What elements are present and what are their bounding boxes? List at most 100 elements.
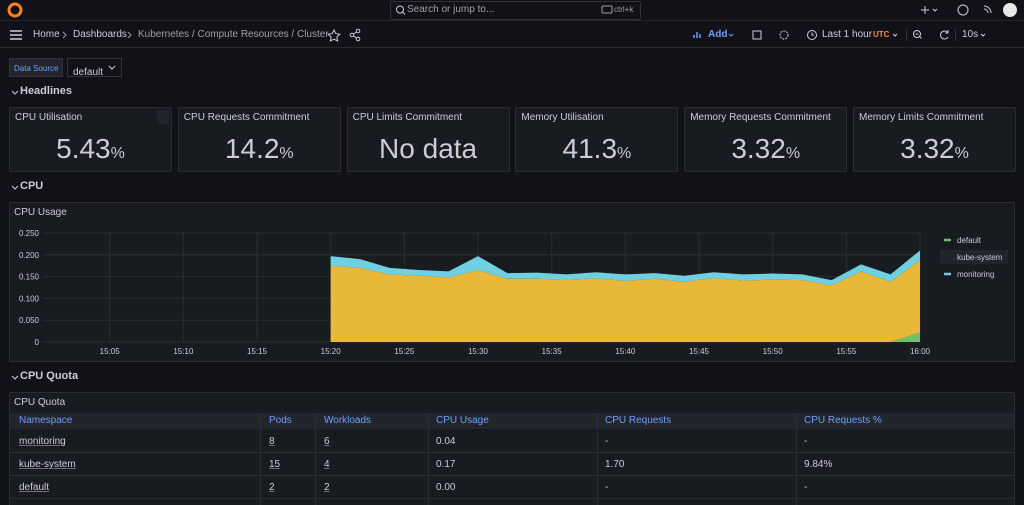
y-tick-label: 0.050 xyxy=(19,316,40,325)
area xyxy=(330,260,921,342)
breadcrumb[interactable]: Dashboards xyxy=(73,29,127,40)
column-separator xyxy=(597,413,598,505)
table-cell: 0.04 xyxy=(436,436,456,447)
column-header[interactable]: CPU Requests xyxy=(605,415,672,426)
x-tick-label: 15:20 xyxy=(321,347,342,356)
share-icon[interactable] xyxy=(349,28,361,42)
logo[interactable] xyxy=(7,2,23,18)
stat-title: CPU Utilisation xyxy=(15,112,83,123)
x-tick-label: 15:50 xyxy=(763,347,784,356)
y-tick-label: 0.100 xyxy=(19,294,40,303)
legend-highlight xyxy=(940,250,1008,264)
table-cell[interactable]: monitoring xyxy=(19,436,66,447)
stat-panel: Memory Limits Commitment 3.32% xyxy=(853,107,1016,172)
column-header[interactable]: Workloads xyxy=(324,415,372,426)
help-icon[interactable] xyxy=(957,4,969,16)
menu-icon[interactable] xyxy=(10,30,22,40)
row-title[interactable]: CPU Quota xyxy=(20,370,79,382)
star-icon[interactable] xyxy=(327,28,341,42)
news-icon[interactable] xyxy=(983,5,992,14)
chart-title: CPU Usage xyxy=(14,207,67,218)
panel-menu[interactable] xyxy=(157,110,169,124)
stat-number: 3.32 xyxy=(731,133,786,164)
column-header[interactable]: CPU Usage xyxy=(436,415,489,426)
x-tick-label: 15:30 xyxy=(468,347,489,356)
search-placeholder[interactable]: Search or jump to... xyxy=(407,4,495,15)
legend-label[interactable]: monitoring xyxy=(957,270,994,279)
chart: 0 0.050 0.100 0.150 0.200 0.250 15:05 15:10 15:1… xyxy=(19,229,1008,356)
chevron xyxy=(11,90,19,95)
stat-unit: % xyxy=(617,145,632,162)
table-cell[interactable]: kube-system xyxy=(19,459,76,470)
x-tick-label: 16:00 xyxy=(910,347,931,356)
table-cell[interactable]: 2 xyxy=(269,482,275,493)
stat-title: Memory Requests Commitment xyxy=(690,112,831,123)
column-header[interactable]: Pods xyxy=(269,415,292,426)
x-tick-label: 15:10 xyxy=(173,347,194,356)
stat-value: 5.43% xyxy=(10,132,171,171)
add-icon[interactable] xyxy=(921,6,929,14)
row-divider xyxy=(10,452,1014,453)
add-button[interactable]: Add xyxy=(708,29,728,40)
stat-value: 14.2% xyxy=(179,132,340,171)
table-panel: CPU Quota Namespace Pods Workloads CPU Usage… xyxy=(9,392,1015,505)
stat-number: 14.2 xyxy=(224,133,280,164)
row-toggle[interactable] xyxy=(11,375,19,381)
stat-number: 3.32 xyxy=(900,133,955,164)
table-cell[interactable]: 15 xyxy=(269,459,281,470)
table-cell: 1.70 xyxy=(605,459,625,470)
y-tick-label: 0.200 xyxy=(19,251,40,260)
row-toggle[interactable] xyxy=(11,185,19,191)
icons xyxy=(0,1,1024,48)
chevron xyxy=(11,185,19,190)
timezone: UTC xyxy=(873,30,890,39)
legend-label[interactable]: default xyxy=(957,236,982,245)
y-tick-label: 0 xyxy=(35,338,40,347)
row-title[interactable]: CPU xyxy=(20,180,44,192)
search-shortcut: ctrl+k xyxy=(614,5,634,14)
stat-unit: % xyxy=(954,145,969,162)
stat-title: Memory Utilisation xyxy=(521,112,604,123)
x-tick-label: 15:35 xyxy=(542,347,563,356)
stat-panel: Memory Requests Commitment 3.32% xyxy=(684,107,848,172)
table-cell[interactable]: default xyxy=(19,482,50,493)
time-range[interactable]: Last 1 hour xyxy=(822,29,873,40)
stat-title: CPU Requests Commitment xyxy=(183,112,310,123)
column-separator xyxy=(315,413,316,505)
column-header[interactable]: Namespace xyxy=(19,415,73,426)
stat-unit: % xyxy=(785,145,801,162)
variable-value: default xyxy=(73,67,104,78)
refresh-icon[interactable] xyxy=(940,30,949,40)
column-separator xyxy=(796,413,797,505)
table-cell[interactable]: 8 xyxy=(269,436,275,447)
breadcrumb[interactable]: Home xyxy=(33,29,60,40)
refresh-interval[interactable]: 10s xyxy=(962,29,979,40)
y-tick-label: 0.150 xyxy=(19,273,40,282)
column-header[interactable]: CPU Requests % xyxy=(804,415,882,426)
area xyxy=(330,250,921,286)
breadcrumb: Kubernetes / Compute Resources / Cluster xyxy=(138,29,329,40)
stat-number: 41.3 xyxy=(562,133,618,164)
settings-icon[interactable] xyxy=(779,30,789,40)
legend-label[interactable]: kube-system xyxy=(957,253,1003,262)
save-icon[interactable] xyxy=(752,30,762,40)
table-cell: - xyxy=(804,482,808,493)
table-cell: - xyxy=(804,436,808,447)
row-divider xyxy=(10,475,1014,476)
table-cell[interactable]: 2 xyxy=(324,482,330,493)
table-cell[interactable]: 6 xyxy=(324,436,330,447)
table-title: CPU Quota xyxy=(14,397,66,408)
search-box[interactable] xyxy=(390,1,641,20)
row-title[interactable]: Headlines xyxy=(20,85,72,97)
zoom-out-icon[interactable] xyxy=(913,30,921,38)
stat-panel: CPU Utilisation 5.43% xyxy=(9,107,172,172)
table-cell: - xyxy=(605,482,609,493)
row-toggle[interactable] xyxy=(11,90,19,96)
table-cell[interactable]: 4 xyxy=(324,459,330,470)
variable-select[interactable]: default xyxy=(67,58,123,78)
stat-value: 3.32% xyxy=(854,132,1015,171)
avatar[interactable] xyxy=(1003,3,1017,17)
table-header xyxy=(10,413,1014,429)
stat-number: 5.43 xyxy=(56,133,111,164)
stat-unit: % xyxy=(110,145,125,162)
